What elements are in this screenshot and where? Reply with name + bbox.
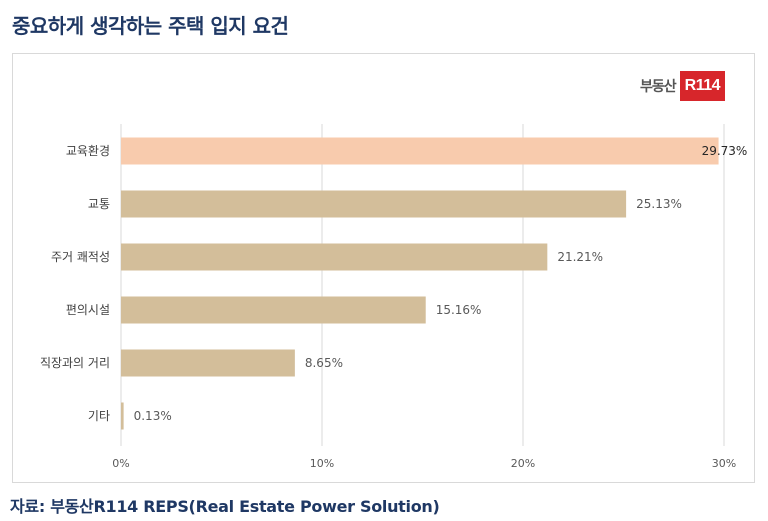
data-label: 25.13% [636, 197, 682, 211]
logo-text: 부동산 [640, 79, 677, 95]
bar [121, 349, 295, 377]
logo-badge: R114 [679, 71, 726, 101]
x-tick-label: 0% [112, 457, 129, 470]
data-label: 0.13% [134, 409, 172, 423]
page-title: 중요하게 생각하는 주택 입지 요건 [12, 14, 289, 38]
r114-logo: 부동산 R114 [640, 71, 726, 101]
category-label: 교육환경 [66, 144, 110, 158]
category-label: 편의시설 [66, 303, 110, 317]
data-label: 29.73% [702, 144, 748, 158]
data-label: 21.21% [557, 250, 603, 264]
bar [121, 137, 719, 165]
x-tick-label: 10% [310, 457, 334, 470]
category-label: 주거 쾌적성 [51, 250, 110, 264]
x-tick-label: 30% [712, 457, 736, 470]
bar [121, 190, 627, 218]
bar [121, 402, 124, 430]
category-label: 교통 [88, 197, 110, 211]
category-label: 기타 [88, 409, 110, 423]
bar [121, 296, 426, 324]
category-label: 직장과의 거리 [40, 356, 110, 370]
data-label: 15.16% [436, 303, 482, 317]
bar [121, 243, 548, 271]
data-label: 8.65% [305, 356, 343, 370]
x-tick-label: 20% [511, 457, 535, 470]
source-note: 자료: 부동산R114 REPS(Real Estate Power Solut… [10, 497, 440, 516]
